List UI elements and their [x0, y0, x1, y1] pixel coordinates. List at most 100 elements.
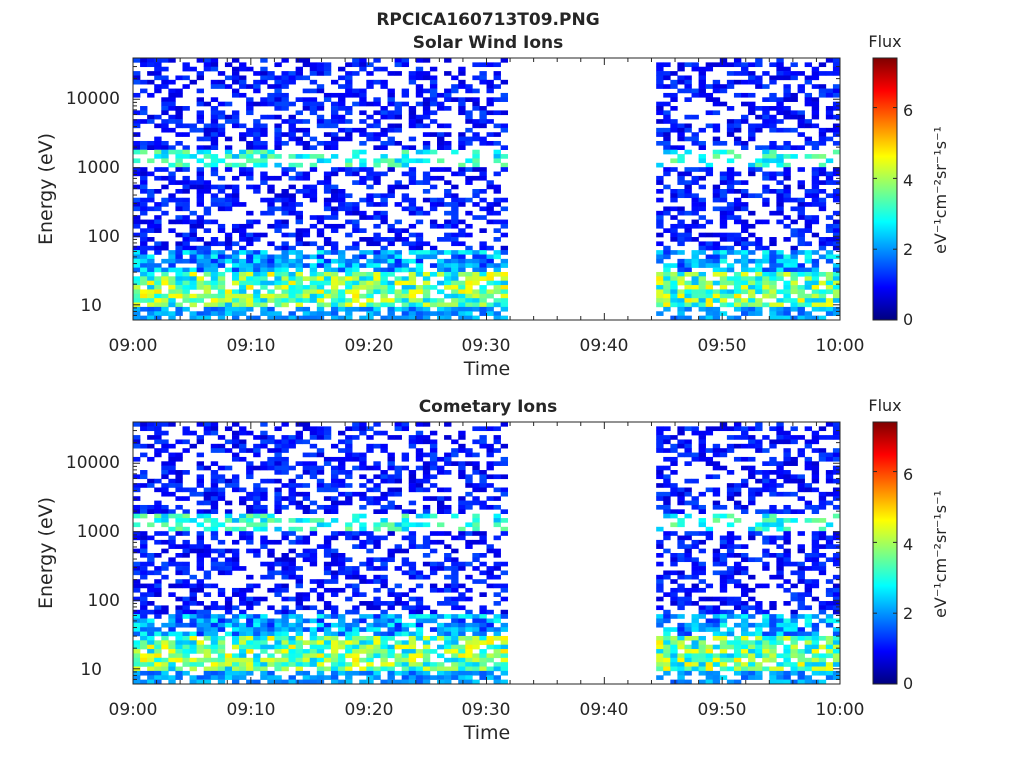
- heatmap-cell: [670, 237, 678, 242]
- heatmap-cell: [691, 254, 699, 260]
- heatmap-cell: [196, 465, 204, 471]
- heatmap-cell: [698, 570, 706, 576]
- heatmap-cell: [691, 426, 699, 432]
- heatmap-cell: [677, 293, 685, 299]
- heatmap-cell: [804, 140, 813, 146]
- heatmap-cell: [394, 548, 402, 554]
- heatmap-cell: [323, 553, 332, 558]
- heatmap-cell: [154, 167, 162, 172]
- heatmap-cell: [210, 202, 219, 207]
- heatmap-cell: [373, 474, 381, 480]
- heatmap-cell: [189, 228, 197, 233]
- heatmap-cell: [260, 280, 268, 286]
- heatmap-cell: [352, 92, 360, 98]
- heatmap-cell: [444, 531, 452, 536]
- heatmap-cell: [832, 88, 841, 94]
- heatmap-cell: [239, 289, 247, 295]
- heatmap-cell: [479, 531, 487, 536]
- heatmap-cell: [154, 88, 162, 94]
- heatmap-cell: [387, 263, 395, 268]
- heatmap-cell: [705, 280, 714, 286]
- heatmap-cell: [401, 561, 410, 567]
- heatmap-cell: [401, 237, 410, 242]
- heatmap-cell: [246, 531, 254, 536]
- heatmap-cell: [253, 250, 261, 255]
- heatmap-cell: [182, 531, 190, 536]
- heatmap-cell: [288, 518, 296, 523]
- heatmap-cell: [274, 561, 282, 567]
- heatmap-cell: [429, 666, 438, 672]
- heatmap-cell: [231, 631, 240, 637]
- heatmap-cell: [656, 271, 664, 277]
- heatmap-cell: [274, 675, 282, 680]
- heatmap-cell: [465, 574, 473, 580]
- heatmap-cell: [783, 298, 791, 303]
- heatmap-cell: [394, 435, 402, 440]
- heatmap-cell: [288, 614, 296, 619]
- heatmap-cell: [175, 675, 183, 680]
- heatmap-cell: [345, 609, 353, 615]
- heatmap-cell: [437, 289, 445, 295]
- heatmap-cell: [253, 465, 261, 471]
- heatmap-cell: [359, 197, 367, 203]
- heatmap-cell: [154, 62, 162, 68]
- heatmap-cell: [401, 605, 410, 611]
- heatmap-cell: [373, 596, 381, 602]
- heatmap-cell: [203, 592, 212, 597]
- heatmap-cell: [444, 422, 452, 427]
- heatmap-cell: [493, 158, 501, 164]
- heatmap-cell: [444, 189, 452, 194]
- heatmap-cell: [175, 666, 183, 672]
- heatmap-cell: [656, 302, 664, 308]
- heatmap-cell: [288, 127, 296, 133]
- heatmap-cell: [288, 114, 296, 120]
- heatmap-cell: [451, 666, 459, 672]
- heatmap-cell: [663, 478, 671, 484]
- heatmap-cell: [458, 162, 466, 168]
- heatmap-cell: [267, 657, 275, 663]
- heatmap-cell: [684, 193, 692, 199]
- heatmap-cell: [401, 422, 410, 427]
- heatmap-cell: [705, 461, 714, 466]
- heatmap-cell: [677, 601, 685, 606]
- heatmap-cell: [373, 500, 381, 506]
- heatmap-cell: [309, 470, 318, 475]
- heatmap-cell: [811, 106, 820, 111]
- heatmap-cell: [698, 644, 706, 650]
- heatmap-cell: [352, 435, 360, 440]
- heatmap-cell: [656, 443, 664, 449]
- heatmap-cell: [656, 71, 664, 76]
- heatmap-cell: [133, 110, 141, 116]
- heatmap-cell: [154, 58, 162, 63]
- heatmap-cell: [140, 640, 148, 645]
- heatmap-cell: [133, 622, 141, 628]
- heatmap-cell: [380, 496, 388, 501]
- heatmap-cell: [196, 548, 204, 554]
- heatmap-cell: [239, 167, 247, 172]
- heatmap-cell: [500, 250, 509, 255]
- heatmap-cell: [231, 443, 240, 449]
- heatmap-cell: [323, 280, 332, 286]
- heatmap-cell: [500, 219, 509, 225]
- heatmap-cell: [401, 535, 410, 541]
- heatmap-cell: [366, 657, 374, 663]
- heatmap-cell: [274, 267, 282, 273]
- heatmap-cell: [281, 167, 289, 172]
- heatmap-cell: [493, 439, 501, 445]
- heatmap-cell: [295, 614, 303, 619]
- heatmap-cell: [486, 452, 494, 458]
- heatmap-cell: [797, 145, 805, 150]
- heatmap-cell: [670, 167, 678, 172]
- heatmap-cell: [769, 315, 777, 321]
- heatmap-cell: [309, 657, 318, 663]
- heatmap-cell: [239, 311, 247, 316]
- heatmap-cell: [338, 302, 346, 308]
- heatmap-cell: [168, 114, 176, 120]
- heatmap-cell: [493, 522, 501, 528]
- heatmap-cell: [451, 535, 459, 541]
- heatmap-cell: [755, 193, 763, 199]
- heatmap-cell: [472, 132, 480, 137]
- heatmap-cell: [295, 140, 303, 146]
- heatmap-cell: [330, 474, 339, 480]
- heatmap-cell: [274, 609, 282, 615]
